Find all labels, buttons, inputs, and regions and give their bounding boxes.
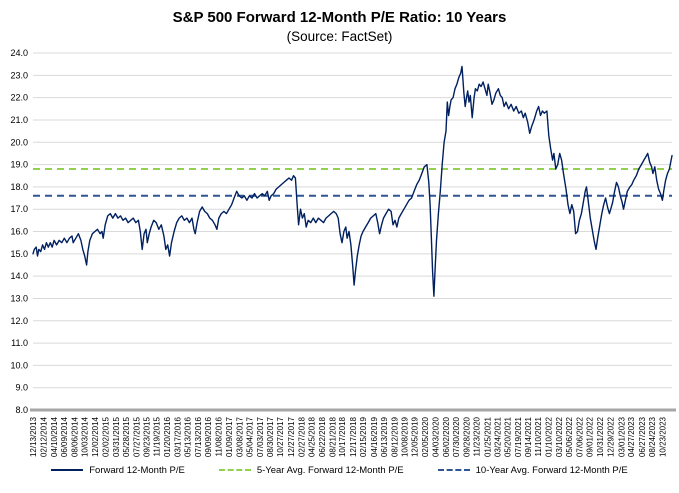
svg-text:02/27/2018: 02/27/2018 [297,416,306,457]
svg-text:12/05/2019: 12/05/2019 [411,416,420,457]
five-year-avg-line-swatch [218,469,251,472]
y-gridlines [33,52,672,389]
svg-text:02/15/2019: 02/15/2019 [359,416,368,457]
svg-text:04/03/2020: 04/03/2020 [432,416,441,457]
svg-text:05/28/2015: 05/28/2015 [122,416,131,457]
svg-text:12/17/2018: 12/17/2018 [349,416,358,457]
svg-text:11/19/2015: 11/19/2015 [152,416,161,456]
svg-text:12/02/2014: 12/02/2014 [91,416,100,457]
svg-text:02/05/2020: 02/05/2020 [421,416,430,457]
svg-text:10.0: 10.0 [10,360,28,370]
legend-label: 10-Year Avg. Forward 12-Month P/E [475,464,628,476]
svg-text:12/13/2013: 12/13/2013 [29,416,38,457]
svg-text:07/13/2016: 07/13/2016 [194,416,203,457]
forward-pe-line [32,65,673,297]
svg-text:01/20/2016: 01/20/2016 [163,416,172,457]
chart-subtitle: (Source: FactSet) [286,28,393,44]
legend-label: 5-Year Avg. Forward 12-Month P/E [256,464,404,476]
svg-text:01/10/2022: 01/10/2022 [544,416,553,457]
svg-text:10/17/2018: 10/17/2018 [338,416,347,457]
svg-text:07/06/2022: 07/06/2022 [576,416,585,457]
forward-pe-line-swatch [51,469,84,472]
svg-text:24.0: 24.0 [10,48,28,58]
svg-text:09/28/2020: 09/28/2020 [462,416,471,457]
svg-text:03/24/2021: 03/24/2021 [494,416,503,457]
chart-title: S&P 500 Forward 12-Month P/E Ratio: 10 Y… [172,9,507,26]
svg-text:09/09/2016: 09/09/2016 [204,416,213,457]
svg-text:09/23/2015: 09/23/2015 [142,416,151,457]
svg-text:04/16/2019: 04/16/2019 [370,416,379,457]
svg-text:06/09/2014: 06/09/2014 [60,416,69,457]
svg-text:08/30/2017: 08/30/2017 [266,416,275,457]
svg-text:08/12/2019: 08/12/2019 [391,416,400,457]
svg-text:07/03/2017: 07/03/2017 [256,416,265,457]
svg-text:06/27/2023: 06/27/2023 [638,416,647,457]
svg-text:01/09/2017: 01/09/2017 [225,416,234,457]
svg-text:06/13/2019: 06/13/2019 [380,416,389,457]
svg-text:05/20/2021: 05/20/2021 [504,416,513,457]
svg-text:06/02/2020: 06/02/2020 [442,416,451,457]
svg-text:03/31/2015: 03/31/2015 [112,416,121,457]
svg-text:03/10/2022: 03/10/2022 [555,416,564,457]
svg-text:05/04/2017: 05/04/2017 [246,416,255,457]
svg-text:03/17/2016: 03/17/2016 [173,416,182,457]
svg-text:8.0: 8.0 [15,405,28,415]
svg-text:09/14/2021: 09/14/2021 [524,416,533,457]
svg-text:14.0: 14.0 [10,271,28,281]
svg-text:04/25/2018: 04/25/2018 [308,416,317,457]
svg-text:10/27/2017: 10/27/2017 [276,416,285,457]
y-tick-labels: 8.0 9.0 10.0 11.0 12.0 13.0 14.0 15.0 16.0 17.0 18… [10,48,28,415]
legend-item-10yr-avg: 10-Year Avg. Forward 12-Month P/E [437,464,628,476]
svg-text:10/08/2019: 10/08/2019 [400,416,409,457]
svg-text:15.0: 15.0 [10,249,28,259]
svg-text:11/10/2021: 11/10/2021 [534,416,543,456]
svg-text:09/01/2022: 09/01/2022 [585,416,594,457]
legend-item-forward-pe: Forward 12-Month P/E [51,465,185,476]
svg-text:04/10/2014: 04/10/2014 [50,416,59,457]
svg-text:08/24/2023: 08/24/2023 [648,416,657,457]
svg-text:19.0: 19.0 [10,160,28,170]
svg-text:16.0: 16.0 [10,226,28,236]
svg-text:22.0: 22.0 [10,93,28,103]
svg-text:13.0: 13.0 [10,293,28,303]
svg-text:9.0: 9.0 [15,383,28,393]
svg-text:05/06/2022: 05/06/2022 [565,416,574,457]
svg-text:10/31/2022: 10/31/2022 [596,416,605,457]
svg-text:18.0: 18.0 [10,182,28,192]
svg-text:12/29/2022: 12/29/2022 [606,416,615,457]
chart-legend: Forward 12-Month P/E 5-Year Avg. Forward… [0,465,679,476]
ten-year-avg-line-swatch [437,469,470,472]
svg-text:11/23/2020: 11/23/2020 [472,416,481,456]
svg-text:11/08/2016: 11/08/2016 [214,416,223,456]
svg-text:08/21/2018: 08/21/2018 [328,416,337,457]
svg-text:02/12/2014: 02/12/2014 [39,416,48,457]
svg-text:05/13/2016: 05/13/2016 [183,416,192,457]
svg-text:17.0: 17.0 [10,204,28,214]
svg-text:04/27/2023: 04/27/2023 [627,416,636,457]
svg-text:01/25/2021: 01/25/2021 [483,416,492,457]
svg-text:07/30/2020: 07/30/2020 [452,416,461,457]
svg-text:06/22/2018: 06/22/2018 [318,416,327,457]
svg-text:07/19/2021: 07/19/2021 [514,416,523,457]
svg-text:07/27/2015: 07/27/2015 [133,416,142,457]
legend-item-5yr-avg: 5-Year Avg. Forward 12-Month P/E [218,464,404,476]
svg-text:23.0: 23.0 [10,70,28,80]
svg-text:21.0: 21.0 [10,115,28,125]
svg-text:20.0: 20.0 [10,137,28,147]
svg-text:08/06/2014: 08/06/2014 [70,416,79,457]
svg-text:02/02/2015: 02/02/2015 [102,416,111,457]
svg-text:12/27/2017: 12/27/2017 [287,416,296,457]
legend-label: Forward 12-Month P/E [89,464,185,476]
svg-text:11.0: 11.0 [11,338,28,348]
svg-text:03/08/2017: 03/08/2017 [236,416,245,457]
pe-ratio-chart: 8.0 9.0 10.0 11.0 12.0 13.0 14.0 15.0 16.0 17.0 18… [10,48,676,457]
svg-text:12.0: 12.0 [10,316,28,326]
svg-text:03/01/2023: 03/01/2023 [617,416,626,457]
x-tick-labels: 12/13/2013 02/12/2014 04/10/2014 06/09/2014… [29,416,667,457]
svg-text:10/03/2014: 10/03/2014 [80,416,89,457]
svg-text:10/23/2023: 10/23/2023 [658,416,667,457]
